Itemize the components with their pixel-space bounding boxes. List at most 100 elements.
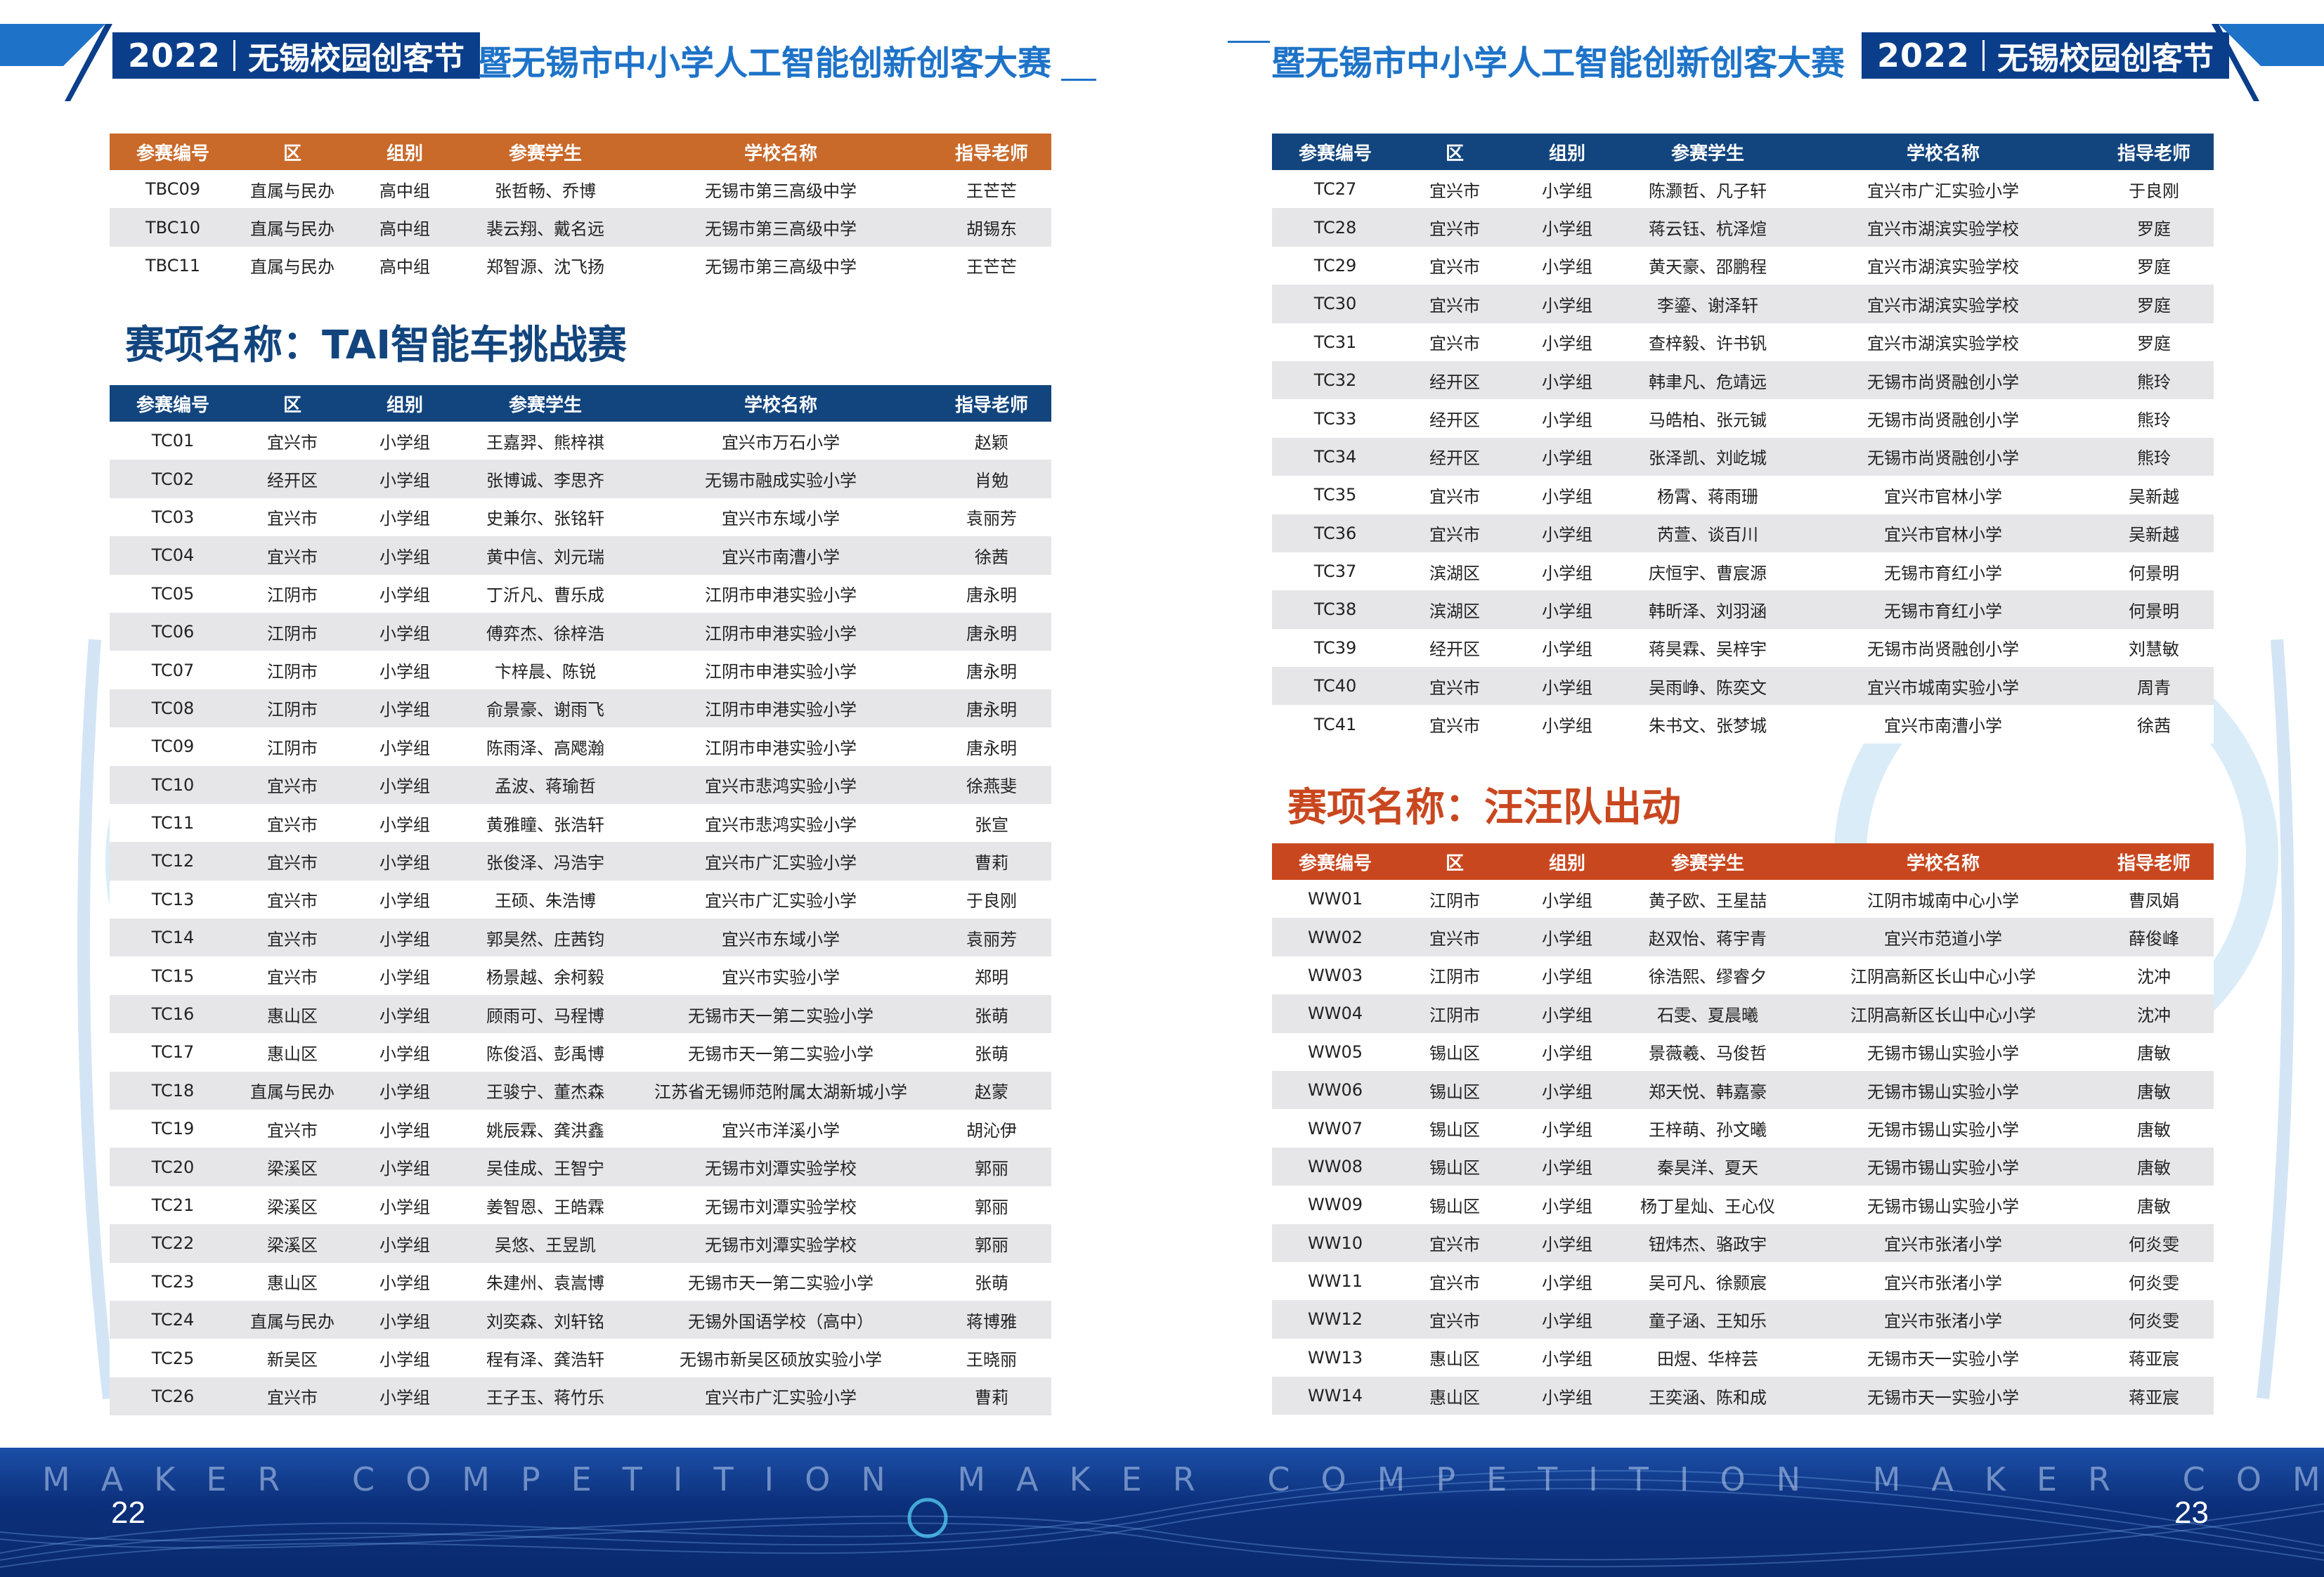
cell-district: 经开区	[1398, 399, 1511, 438]
cell-school: 无锡市第三高级中学	[630, 170, 932, 209]
cell-group: 小学组	[349, 1033, 461, 1072]
cell-group: 小学组	[349, 880, 461, 919]
cell-school: 无锡市育红小学	[1792, 552, 2094, 591]
table-row: TC02 经开区 小学组 张博诚、李思齐 无锡市融成实验小学 肖勉	[110, 460, 1051, 498]
cell-group: 小学组	[1511, 170, 1623, 209]
cell-teacher: 赵蒙	[932, 1071, 1051, 1110]
cell-group: 小学组	[349, 689, 461, 728]
cell-teacher: 赵颖	[932, 422, 1051, 460]
cell-group: 小学组	[1511, 1261, 1623, 1301]
cell-teacher: 郭丽	[932, 1224, 1051, 1263]
cell-teacher: 罗庭	[2094, 246, 2214, 285]
cell-entry-id: TC34	[1272, 437, 1398, 476]
cell-students: 朱书文、张梦城	[1623, 705, 1792, 744]
table-row: WW12 宜兴市 小学组 童子涵、王知乐 宜兴市张渚小学 何炎雯	[1272, 1300, 2214, 1339]
cell-teacher: 徐茜	[2094, 705, 2214, 744]
cell-entry-id: TC40	[1272, 667, 1398, 706]
table-row: TC34 经开区 小学组 张泽凯、刘屹城 无锡市尚贤融创小学 熊玲	[1272, 437, 2214, 476]
cell-school: 江阴市申港实验小学	[630, 651, 932, 689]
cell-students: 裴云翔、戴名远	[461, 208, 630, 247]
cell-entry-id: TC26	[110, 1377, 236, 1416]
cell-students: 芮萱、谈百川	[1623, 514, 1792, 552]
header-swoosh-left	[0, 24, 112, 101]
cell-school: 宜兴市湖滨实验学校	[1792, 323, 2094, 361]
table-row: WW06 锡山区 小学组 郑天悦、韩嘉豪 无锡市锡山实验小学 唐敏	[1272, 1070, 2214, 1110]
cell-school: 宜兴市张渚小学	[1792, 1261, 2094, 1301]
cell-school: 江苏省无锡师范附属太湖新城小学	[630, 1071, 932, 1110]
table-row: TC01 宜兴市 小学组 王嘉羿、熊梓祺 宜兴市万石小学 赵颖	[110, 422, 1051, 460]
cell-district: 梁溪区	[236, 1148, 349, 1186]
cell-entry-id: TC38	[1272, 590, 1398, 629]
table-header-row: 参赛编号区组别 参赛学生 学校名称 指导老师	[1272, 134, 2214, 170]
cell-teacher: 王晓丽	[932, 1339, 1051, 1377]
cell-group: 小学组	[1511, 246, 1623, 285]
competition-title-left: 暨无锡市中小学人工智能创新创客大赛	[478, 44, 1052, 83]
cell-teacher: 曹凤娟	[2094, 880, 2214, 919]
cell-district: 惠山区	[1398, 1338, 1511, 1377]
footer-slogan: MAKER COMPETITION MAKER COMPETITION MAKE…	[42, 1460, 2324, 1498]
cell-entry-id: TC17	[110, 1033, 236, 1072]
cell-students: 田煜、华梓芸	[1623, 1338, 1792, 1377]
cell-group: 小学组	[1511, 667, 1623, 706]
cell-students: 韩昕泽、刘羽涵	[1623, 590, 1792, 629]
cell-teacher: 袁丽芳	[932, 919, 1051, 957]
cell-teacher: 唐永明	[932, 689, 1051, 728]
cell-entry-id: TC06	[110, 612, 236, 651]
cell-group: 小学组	[349, 498, 461, 537]
cell-group: 小学组	[1511, 1032, 1623, 1071]
cell-teacher: 郭丽	[932, 1186, 1051, 1225]
cell-group: 小学组	[1511, 880, 1623, 919]
cell-group: 小学组	[1511, 628, 1623, 668]
cell-entry-id: TC24	[110, 1300, 236, 1339]
table-row: TC29 宜兴市 小学组 黄天豪、邵鹏程 宜兴市湖滨实验学校 罗庭	[1272, 246, 2214, 285]
cell-entry-id: WW07	[1272, 1109, 1398, 1148]
header-left: 2022 无锡校园创客节 暨无锡市中小学人工智能创新创客大赛	[0, 24, 1096, 101]
cell-group: 小学组	[1511, 1109, 1623, 1148]
cell-teacher: 张萌	[932, 994, 1051, 1034]
table-row: TBC10 直属与民办 高中组 裴云翔、戴名远 无锡市第三高级中学 胡锡东	[110, 208, 1051, 247]
cell-teacher: 周青	[2094, 667, 2214, 706]
table-row: TC17 惠山区 小学组 陈俊滔、彭禹博 无锡市天一第二实验小学 张萌	[110, 1033, 1051, 1072]
column-header-school: 学校名称	[630, 134, 932, 170]
cell-group: 小学组	[349, 1262, 461, 1301]
table-row: WW02 宜兴市 小学组 赵双怡、蒋宇青 宜兴市范道小学 薛俊峰	[1272, 918, 2214, 956]
cell-district: 锡山区	[1398, 1032, 1511, 1071]
column-header-district: 区	[1398, 134, 1511, 170]
cell-district: 滨湖区	[1398, 590, 1511, 629]
cell-district: 江阴市	[1398, 994, 1511, 1033]
cell-teacher: 唐敏	[2094, 1147, 2214, 1186]
cell-school: 江阴市申港实验小学	[630, 727, 932, 766]
cell-district: 惠山区	[236, 1262, 349, 1301]
cell-entry-id: WW08	[1272, 1147, 1398, 1186]
cell-district: 宜兴市	[1398, 476, 1511, 514]
column-header-entry-id: 参赛编号	[1272, 843, 1398, 880]
table-row: TC33 经开区 小学组 马皓柏、张元铖 无锡市尚贤融创小学 熊玲	[1272, 399, 2214, 438]
cell-students: 程有泽、龚浩轩	[461, 1339, 630, 1377]
cell-group: 小学组	[349, 460, 461, 498]
cell-entry-id: TC41	[1272, 705, 1398, 744]
cell-entry-id: TC31	[1272, 323, 1398, 361]
cell-students: 张俊泽、冯浩宇	[461, 842, 630, 881]
table-row: WW05 锡山区 小学组 景薇羲、马俊哲 无锡市锡山实验小学 唐敏	[1272, 1032, 2214, 1071]
cell-teacher: 郭丽	[932, 1148, 1051, 1186]
cell-teacher: 曹莉	[932, 842, 1051, 881]
cell-group: 小学组	[1511, 1224, 1623, 1262]
column-header-students: 参赛学生	[1623, 134, 1792, 170]
cell-students: 黄子欧、王星喆	[1623, 880, 1792, 919]
cell-school: 江阴市申港实验小学	[630, 574, 932, 613]
cell-school: 无锡市第三高级中学	[630, 246, 932, 285]
cell-group: 小学组	[349, 994, 461, 1034]
cell-entry-id: WW02	[1272, 918, 1398, 956]
cell-students: 丁沂凡、曹乐成	[461, 574, 630, 613]
badge-divider	[233, 40, 236, 71]
cell-district: 宜兴市	[1398, 1300, 1511, 1339]
cell-group: 小学组	[349, 1377, 461, 1416]
table-row: TC10 宜兴市 小学组 孟波、蒋瑜哲 宜兴市悲鸿实验小学 徐燕斐	[110, 765, 1051, 804]
festival-label: 无锡校园创客节	[1997, 41, 2214, 77]
cell-school: 宜兴市张渚小学	[1792, 1300, 2094, 1339]
cell-teacher: 胡沁伊	[932, 1110, 1051, 1148]
cell-students: 郑天悦、韩嘉豪	[1623, 1070, 1792, 1110]
cell-school: 宜兴市东域小学	[630, 498, 932, 537]
cell-district: 宜兴市	[1398, 246, 1511, 285]
cell-group: 小学组	[349, 1186, 461, 1225]
